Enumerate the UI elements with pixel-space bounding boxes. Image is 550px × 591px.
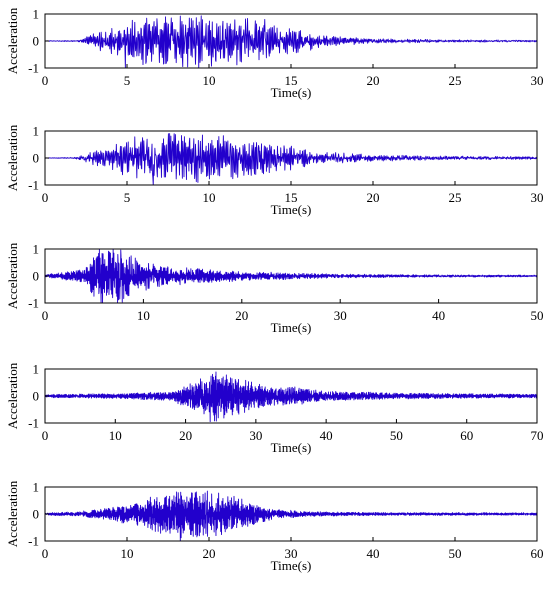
y-tick-label: 0 bbox=[33, 507, 40, 522]
acceleration-trace-1 bbox=[44, 15, 538, 69]
y-tick-label: 1 bbox=[33, 242, 40, 257]
x-tick-label: 5 bbox=[124, 73, 131, 88]
x-tick-label: 10 bbox=[121, 546, 134, 561]
acceleration-trace-2 bbox=[44, 133, 538, 186]
x-tick-label: 50 bbox=[390, 428, 403, 443]
y-tick-label: 0 bbox=[33, 389, 40, 404]
x-tick-label: 20 bbox=[367, 73, 380, 88]
y-axis-label: Acceleration bbox=[5, 242, 20, 309]
x-tick-label: 20 bbox=[235, 308, 248, 323]
y-tick-label: 1 bbox=[33, 362, 40, 377]
x-tick-label: 30 bbox=[285, 546, 298, 561]
acceleration-trace-4 bbox=[44, 371, 538, 423]
x-axis-label: Time(s) bbox=[271, 440, 312, 455]
acceleration-trace-3 bbox=[44, 248, 538, 304]
y-tick-label: 1 bbox=[33, 480, 40, 495]
y-tick-label: 0 bbox=[33, 34, 40, 49]
y-tick-label: 1 bbox=[33, 7, 40, 22]
x-axis-label: Time(s) bbox=[271, 558, 312, 573]
x-tick-label: 15 bbox=[285, 190, 298, 205]
y-tick-label: 1 bbox=[33, 124, 40, 139]
y-tick-label: -1 bbox=[28, 61, 39, 76]
y-axis-label: Acceleration bbox=[5, 7, 20, 74]
x-tick-label: 40 bbox=[432, 308, 445, 323]
x-tick-label: 0 bbox=[42, 190, 49, 205]
y-axis-label: Acceleration bbox=[5, 362, 20, 429]
x-tick-label: 50 bbox=[449, 546, 462, 561]
x-tick-label: 20 bbox=[203, 546, 216, 561]
x-tick-label: 10 bbox=[109, 428, 122, 443]
x-tick-label: 5 bbox=[124, 190, 131, 205]
x-tick-label: 30 bbox=[531, 73, 544, 88]
x-tick-label: 20 bbox=[367, 190, 380, 205]
y-tick-label: -1 bbox=[28, 534, 39, 549]
x-tick-label: 0 bbox=[42, 546, 49, 561]
y-axis-label: Acceleration bbox=[5, 480, 20, 547]
x-axis-label: Time(s) bbox=[271, 202, 312, 217]
x-tick-label: 15 bbox=[285, 73, 298, 88]
y-tick-label: 0 bbox=[33, 269, 40, 284]
x-tick-label: 30 bbox=[531, 190, 544, 205]
x-tick-label: 60 bbox=[460, 428, 473, 443]
x-tick-label: 25 bbox=[449, 190, 462, 205]
x-tick-label: 0 bbox=[42, 308, 49, 323]
x-tick-label: 30 bbox=[249, 428, 262, 443]
y-axis-label: Acceleration bbox=[5, 124, 20, 191]
y-tick-label: -1 bbox=[28, 416, 39, 431]
y-tick-label: -1 bbox=[28, 296, 39, 311]
x-axis-label: Time(s) bbox=[271, 320, 312, 335]
x-axis-label: Time(s) bbox=[271, 85, 312, 100]
x-tick-label: 10 bbox=[203, 73, 216, 88]
y-tick-label: -1 bbox=[28, 178, 39, 193]
x-tick-label: 10 bbox=[203, 190, 216, 205]
x-tick-label: 50 bbox=[531, 308, 544, 323]
x-tick-label: 20 bbox=[179, 428, 192, 443]
x-tick-label: 40 bbox=[367, 546, 380, 561]
x-tick-label: 40 bbox=[320, 428, 333, 443]
x-tick-label: 60 bbox=[531, 546, 544, 561]
x-tick-label: 0 bbox=[42, 428, 49, 443]
x-tick-label: 70 bbox=[531, 428, 544, 443]
x-tick-label: 30 bbox=[334, 308, 347, 323]
y-tick-label: 0 bbox=[33, 151, 40, 166]
x-tick-label: 0 bbox=[42, 73, 49, 88]
x-tick-label: 10 bbox=[137, 308, 150, 323]
acceleration-trace-5 bbox=[44, 490, 538, 542]
x-tick-label: 25 bbox=[449, 73, 462, 88]
